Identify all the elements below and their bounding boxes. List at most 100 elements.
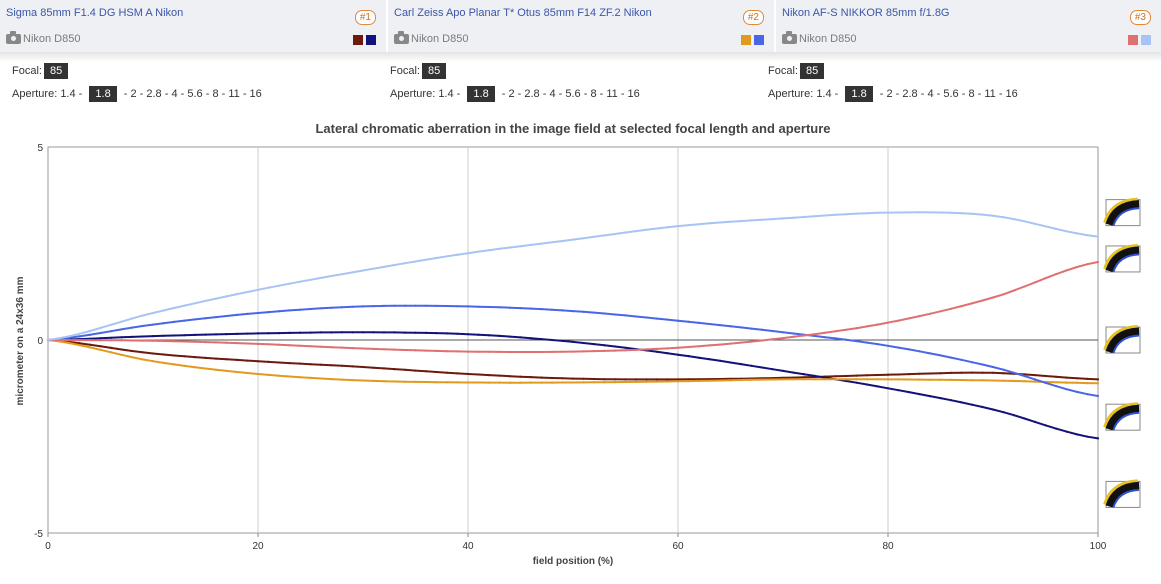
data-point: [981, 363, 984, 366]
lens-settings-3: Focal: 85 Aperture: 1.4 - 1.8 - 2 - 2.8 -…: [768, 62, 1148, 102]
aperture-option-2[interactable]: 2: [508, 87, 515, 100]
data-point: [309, 278, 312, 281]
focal-value[interactable]: 85: [43, 62, 69, 79]
data-point: [760, 339, 764, 342]
data-point: [865, 378, 869, 381]
aperture-option-1-8[interactable]: 1.8: [845, 85, 873, 102]
aperture-option-5-6[interactable]: 5.6: [943, 87, 959, 100]
data-point: [760, 378, 764, 381]
aperture-separator: -: [202, 87, 213, 100]
aperture-separator: -: [120, 87, 131, 100]
aperture-option-16[interactable]: 16: [627, 87, 640, 100]
data-point: [1023, 417, 1026, 420]
data-point: [540, 242, 543, 245]
data-point: [750, 340, 753, 343]
data-point: [466, 372, 470, 376]
data-point: [613, 313, 617, 316]
data-point: [351, 365, 354, 368]
data-point: [267, 343, 270, 346]
data-point: [928, 312, 932, 315]
data-point: [1033, 378, 1037, 381]
data-point: [330, 378, 333, 381]
lens-name[interactable]: Nikon AF-S NIKKOR 85mm f/1.8G: [782, 7, 950, 19]
data-point: [445, 304, 449, 308]
data-point: [781, 369, 785, 372]
aperture-option-1-4[interactable]: 1.4: [438, 87, 454, 100]
data-point: [550, 376, 554, 380]
aperture-option-4[interactable]: 4: [927, 87, 934, 100]
data-point: [655, 380, 659, 383]
data-point: [403, 331, 407, 334]
data-point: [1086, 263, 1089, 266]
data-point: [330, 274, 333, 278]
data-point: [739, 326, 743, 329]
aperture-option-11[interactable]: 11: [984, 87, 996, 100]
aperture-option-1-4[interactable]: 1.4: [60, 87, 76, 100]
aperture-option-2-8[interactable]: 2.8: [524, 87, 540, 100]
aperture-option-2[interactable]: 2: [130, 87, 137, 100]
data-point: [886, 387, 890, 390]
aperture-option-11[interactable]: 11: [228, 87, 240, 100]
data-point: [918, 315, 921, 318]
data-point: [382, 348, 386, 351]
data-point: [340, 346, 344, 349]
aperture-option-11[interactable]: 11: [606, 87, 618, 100]
aperture-option-16[interactable]: 16: [249, 87, 262, 100]
data-point: [414, 369, 417, 372]
data-point: [298, 344, 302, 347]
data-point: [172, 340, 176, 343]
aperture-option-2-8[interactable]: 2.8: [146, 87, 162, 100]
lens-number-badge: #2: [742, 10, 764, 25]
aperture-option-2[interactable]: 2: [886, 87, 893, 100]
data-point: [655, 350, 659, 353]
aperture-option-16[interactable]: 16: [1005, 87, 1018, 100]
data-point: [351, 271, 354, 274]
aperture-option-8[interactable]: 8: [590, 87, 597, 100]
data-point: [907, 391, 911, 394]
aperture-option-1-4[interactable]: 1.4: [816, 87, 832, 100]
aperture-separator: -: [498, 87, 509, 100]
lens-card-2[interactable]: Carl Zeiss Apo Planar T* Otus 85mm F14 Z…: [388, 0, 776, 52]
data-point: [1012, 371, 1016, 374]
data-point: [424, 380, 428, 384]
aperture-option-5-6[interactable]: 5.6: [565, 87, 581, 100]
aperture-option-2-8[interactable]: 2.8: [902, 87, 918, 100]
ca-sample-icon: [1103, 479, 1141, 509]
data-point: [1096, 382, 1100, 385]
data-point: [624, 314, 627, 317]
lens-card-3[interactable]: Nikon AF-S NIKKOR 85mm f/1.8G #3 Nikon D…: [776, 0, 1161, 52]
lens-name[interactable]: Carl Zeiss Apo Planar T* Otus 85mm F14 Z…: [394, 7, 652, 19]
data-point: [771, 338, 774, 341]
aperture-option-1-8[interactable]: 1.8: [467, 85, 495, 102]
data-point: [949, 356, 953, 359]
aperture-option-8[interactable]: 8: [212, 87, 219, 100]
data-point: [214, 368, 218, 371]
lens-card-1[interactable]: Sigma 85mm F1.4 DG HSM A Nikon #1 Nikon …: [0, 0, 388, 52]
data-point: [130, 326, 134, 329]
data-point: [120, 348, 123, 351]
aperture-option-4[interactable]: 4: [549, 87, 556, 100]
data-point: [624, 378, 627, 381]
data-point: [456, 305, 459, 308]
lens-name[interactable]: Sigma 85mm F1.4 DG HSM A Nikon: [6, 7, 184, 19]
aperture-option-5-6[interactable]: 5.6: [187, 87, 203, 100]
data-point: [246, 371, 249, 375]
data-point: [823, 336, 827, 339]
data-point: [151, 352, 155, 355]
aperture-option-4[interactable]: 4: [171, 87, 178, 100]
data-point: [897, 211, 900, 214]
data-point: [886, 378, 890, 381]
data-point: [225, 358, 228, 361]
aperture-option-8[interactable]: 8: [968, 87, 975, 100]
data-point: [193, 333, 197, 336]
data-point: [382, 380, 386, 383]
data-point: [802, 334, 806, 337]
data-point: [1075, 381, 1079, 384]
data-point: [372, 305, 375, 308]
focal-value[interactable]: 85: [799, 62, 825, 79]
data-point: [550, 308, 554, 311]
aperture-option-1-8[interactable]: 1.8: [89, 85, 117, 102]
data-point: [897, 319, 900, 322]
focal-value[interactable]: 85: [421, 62, 447, 79]
data-point: [729, 220, 732, 223]
